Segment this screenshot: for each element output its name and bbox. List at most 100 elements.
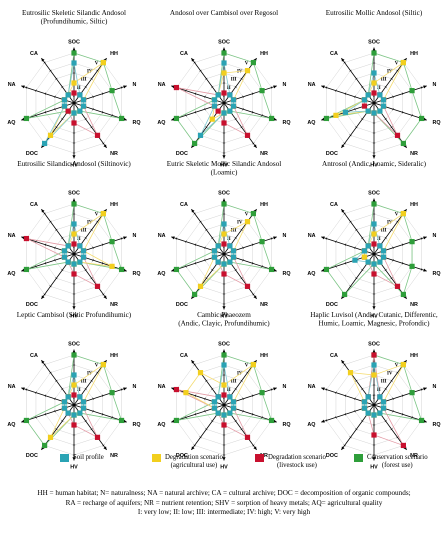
point-degradation-scenario-livestock-use-aq [361,103,368,109]
axis-tick [194,111,197,114]
point-soil-profile-n [230,248,237,254]
panel-title-5: Eutric Skeletic Mollic Silandic Andosol [167,160,282,168]
axis-tick [242,107,244,111]
axis-tick [120,388,123,391]
axis-label-n: N [132,233,136,239]
panel-title-7: Leptic Cambisol (Siltic Profundihumic) [17,311,132,319]
axis-tick [396,436,399,439]
axis-tick [205,126,208,129]
point-conservation-scenario-forest-use-n [409,88,415,94]
point-soil-profile-nr [377,108,383,114]
axis-arrow-nr [103,446,107,450]
point-soil-profile-ca [215,243,221,249]
axis-tick [396,220,399,223]
axis-tick [193,363,196,366]
axis-tick [335,240,337,243]
level-label-III: III [81,78,87,83]
point-conservation-scenario-forest-use-rq [118,417,125,424]
axis-tick [361,118,364,121]
axis-tick [211,420,214,423]
axis-tick [44,262,47,265]
axis-label-ca: CA [30,202,38,208]
axis-label-doc: DOC [326,453,338,459]
axis-arrow-n [423,236,427,240]
axis-tick [384,387,387,390]
axis-tick [204,258,206,262]
axis-tick [343,212,346,215]
point-degradation-scenario-livestock-use-nr [394,283,401,289]
axis-tick [35,114,37,117]
point-soil-profile-nr [77,410,83,416]
point-degradation-scenario-livestock-use-soc [371,90,377,96]
axis-tick [90,126,93,129]
axis-tick [325,86,328,89]
axis-arrow-ca [41,58,45,62]
axis-tick [90,428,93,431]
axis-tick [401,262,404,265]
axis-label-hv: HV [370,163,378,169]
point-soil-profile-ca [215,92,221,98]
level-label-V: V [95,62,99,67]
axis-arrow-hv [72,155,76,159]
point-degradation-scenario-livestock-use-soc [221,241,227,247]
point-soil-profile-rq [230,103,237,109]
axis-tick [185,89,187,92]
point-soil-profile-aq [61,254,68,260]
point-degradation-scenario-agricultural-use-hh [400,361,406,368]
axis-label-aq: AQ [7,120,15,126]
axis-tick [252,444,255,447]
point-soil-profile-hh [77,394,83,400]
axis-label-ca: CA [30,51,38,57]
legend-swatch-soil-profile [60,454,69,462]
axis-label-nr: NR [260,151,268,157]
axis-tick [101,243,104,246]
axis-tick [355,126,358,129]
point-degradation-scenario-livestock-use-soc [71,241,77,247]
axis-tick [43,363,46,366]
point-soil-profile-rq [230,405,237,411]
point-soil-profile-hv [71,412,77,418]
axis-arrow-nr [253,295,257,299]
point-conservation-scenario-forest-use-hh [250,210,256,217]
point-soil-profile-hh [377,92,383,98]
axis-tick [361,387,364,390]
axis-tick [384,420,387,423]
point-degradation-scenario-livestock-use-nr [94,283,101,289]
axis-tick [411,114,413,117]
point-soil-profile-doc [365,259,371,265]
level-label-II: II [77,237,81,242]
axis-tick [90,228,93,231]
axis-tick [101,413,104,416]
axis-tick [194,394,197,397]
axis-tick [111,416,113,419]
axis-tick [234,420,237,423]
point-conservation-scenario-forest-use-doc [42,442,48,449]
axis-tick [92,246,94,250]
point-soil-profile-ca [65,92,71,98]
point-soil-profile-ca [65,243,71,249]
axis-label-ca: CA [180,353,188,359]
axis-tick [252,142,255,145]
axis-tick [384,236,387,239]
point-soil-profile-hv [371,110,377,116]
point-soil-profile-rq [230,254,237,260]
axis-tick [361,236,364,239]
point-soil-profile-hv [221,110,227,116]
axis-tick [396,371,399,374]
level-label-II: II [77,388,81,393]
axis-label-aq: AQ [7,422,15,428]
point-soil-profile-aq [211,405,218,411]
axis-arrow-na [321,236,325,240]
point-conservation-scenario-forest-use-aq [23,266,30,273]
radar-panel-5: Eutric Skeletic Mollic Silandic Andosol(… [157,160,290,320]
level-label-III: III [81,229,87,234]
point-degradation-scenario-agricultural-use-aq [333,112,339,118]
axis-tick [390,379,393,382]
axis-tick [43,293,46,296]
axis-tick [204,107,206,111]
point-conservation-scenario-forest-use-rq [418,115,425,122]
axis-tick [251,262,254,265]
point-conservation-scenario-forest-use-n [109,390,115,396]
axis-tick [61,236,64,239]
point-degradation-scenario-livestock-use-nr [244,132,251,138]
